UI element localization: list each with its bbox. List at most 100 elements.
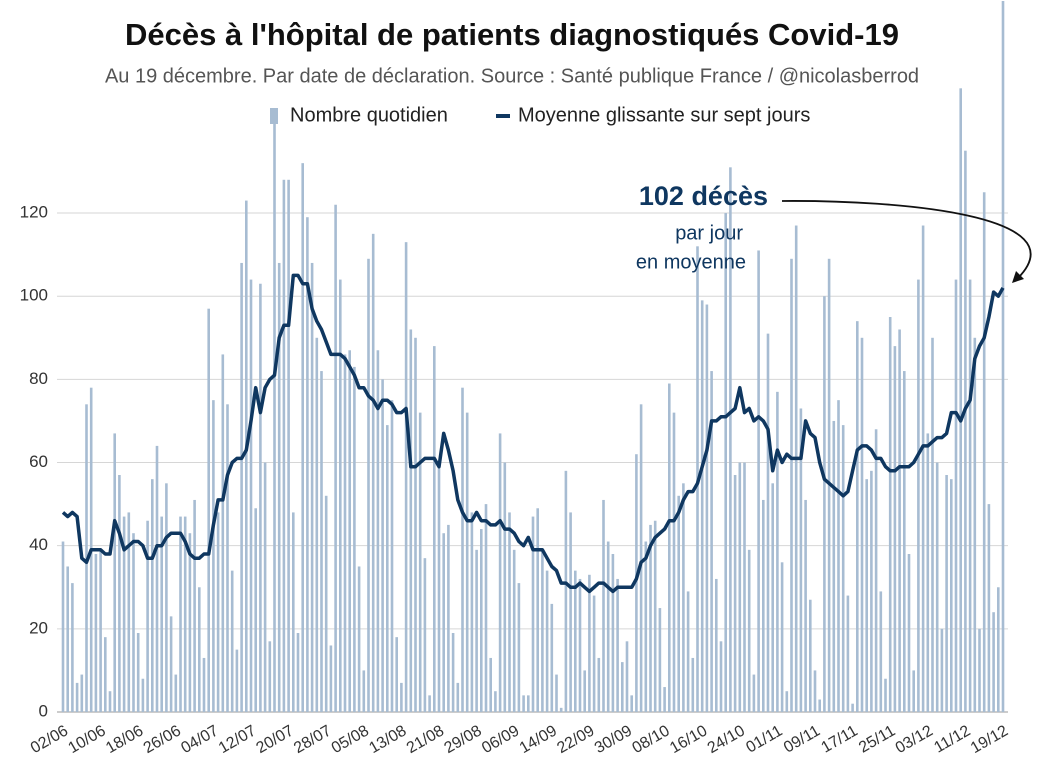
bar	[898, 329, 901, 712]
bar	[437, 462, 441, 712]
bar	[884, 678, 887, 712]
bar	[433, 346, 436, 712]
bar	[809, 599, 812, 712]
bar	[414, 337, 417, 712]
bar	[301, 163, 304, 712]
bar	[710, 371, 713, 712]
bar	[860, 337, 864, 712]
bar	[174, 674, 178, 712]
bar	[292, 512, 295, 712]
bar	[104, 637, 107, 712]
bar	[329, 645, 333, 712]
y-tick-label: 100	[20, 286, 48, 305]
bar	[263, 462, 267, 712]
bar	[606, 541, 610, 712]
bar	[804, 499, 807, 712]
x-tick-label: 11/12	[931, 722, 973, 756]
bar	[508, 512, 511, 712]
chart-subtitle: Au 19 décembre. Par date de déclaration.…	[105, 65, 919, 87]
bar	[230, 570, 234, 712]
bar	[978, 628, 981, 712]
bar	[277, 262, 281, 712]
bar	[343, 354, 347, 712]
bar	[428, 695, 431, 712]
bar	[752, 674, 756, 712]
bar	[837, 400, 840, 712]
bar	[931, 337, 934, 712]
x-tick-label: 02/06	[28, 722, 71, 757]
bar	[799, 408, 803, 712]
x-tick-label: 03/12	[893, 722, 936, 757]
bar	[950, 479, 953, 712]
bar	[856, 321, 859, 712]
y-tick-label: 20	[29, 618, 48, 637]
bar	[254, 508, 257, 712]
bar	[465, 412, 469, 712]
bar	[371, 233, 375, 712]
y-tick-label: 120	[20, 203, 48, 222]
x-tick-label: 30/09	[592, 722, 635, 757]
bar	[141, 678, 145, 712]
bar	[1001, 1, 1005, 712]
bar	[663, 687, 666, 712]
bar	[381, 379, 384, 712]
bar	[747, 549, 751, 712]
bar	[691, 657, 695, 712]
legend-swatch	[496, 114, 510, 118]
bar	[118, 475, 121, 712]
bar	[461, 387, 464, 712]
x-tick-label: 16/10	[667, 722, 710, 757]
bar	[409, 329, 413, 712]
y-tick-label: 40	[29, 535, 48, 554]
bar	[672, 412, 676, 712]
bar	[235, 649, 239, 712]
bar	[423, 558, 427, 712]
bar	[287, 179, 290, 712]
bar	[903, 371, 906, 712]
bar	[282, 179, 286, 712]
bar	[912, 670, 915, 712]
bar	[719, 641, 723, 712]
annotation: 102 décès par jour en moyenne	[636, 181, 1032, 283]
x-tick-label: 18/06	[103, 722, 146, 757]
bar	[968, 279, 972, 712]
bar	[522, 695, 525, 712]
bar	[574, 570, 577, 712]
bar	[893, 346, 897, 712]
bar	[611, 554, 615, 712]
bar	[80, 674, 84, 712]
bar	[99, 549, 102, 712]
plot-area: 0 20 40 60 80 100 120 02/0610/0618/0626/0604/07…	[20, 1, 1011, 757]
bar	[785, 691, 789, 712]
bar	[733, 475, 737, 712]
bar	[926, 433, 930, 712]
bar	[555, 674, 558, 712]
bar	[132, 533, 135, 712]
bar	[653, 520, 657, 712]
bar	[545, 570, 549, 712]
bar	[813, 670, 817, 712]
bar	[630, 695, 633, 712]
bar	[771, 483, 774, 712]
bar	[569, 512, 572, 712]
bar	[851, 703, 854, 712]
bar	[729, 167, 732, 712]
x-tick-label: 05/08	[329, 722, 372, 757]
bar	[959, 88, 962, 712]
bar	[865, 479, 868, 712]
bar	[888, 317, 892, 712]
bar	[296, 633, 300, 712]
bar	[221, 354, 225, 712]
bar	[71, 583, 74, 712]
bar	[724, 213, 727, 713]
bar	[108, 691, 112, 712]
bar	[447, 524, 450, 712]
x-tick-label: 12/07	[216, 722, 259, 757]
bar	[982, 192, 986, 712]
bar	[917, 279, 920, 712]
bar	[480, 529, 483, 712]
bar	[390, 400, 394, 712]
bar	[339, 279, 342, 712]
bar	[418, 412, 422, 712]
bar	[400, 682, 403, 712]
